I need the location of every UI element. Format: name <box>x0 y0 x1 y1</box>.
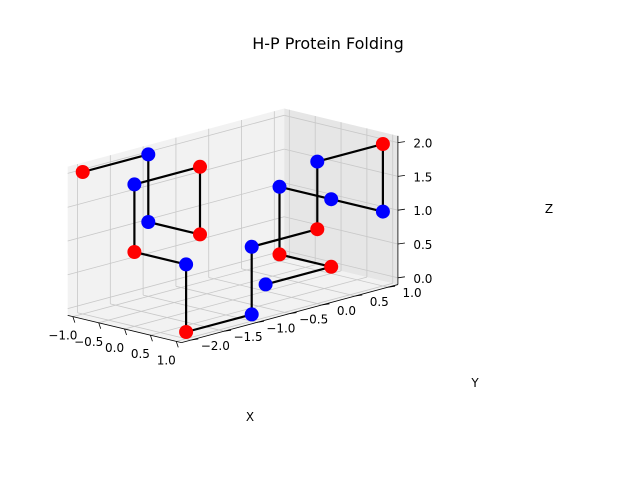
gridline-z-left <box>67 182 285 242</box>
y-axis-line <box>181 284 399 344</box>
z-tick-mark <box>397 242 405 245</box>
residue-h-marker <box>127 245 142 259</box>
z-tick-mark <box>397 276 405 279</box>
z-tick-label: 1.5 <box>413 170 432 184</box>
residue-p-marker <box>141 147 156 162</box>
y-tick-label: −1.5 <box>233 330 262 344</box>
gridline-z-left <box>67 216 285 276</box>
x-axis-label: X <box>246 410 254 424</box>
backbone-bond <box>265 265 332 286</box>
y-tick-mark <box>224 329 232 332</box>
y-tick-label: −1.0 <box>266 321 295 335</box>
residue-h-marker <box>193 159 207 174</box>
y-tick-label: −0.5 <box>299 313 328 327</box>
backbone-bond <box>134 250 187 266</box>
x-tick-mark <box>150 335 153 342</box>
x-tick-mark <box>98 322 102 329</box>
z-tick-label: 1.0 <box>413 204 432 218</box>
z-tick-mark <box>397 175 405 177</box>
residue-p-marker <box>244 307 259 322</box>
gridline-y-floor <box>77 312 192 341</box>
backbone <box>82 142 384 334</box>
y-axis-label: Y <box>470 376 479 390</box>
y-tick-mark <box>289 312 297 314</box>
backbone-bond <box>82 153 149 174</box>
y-tick-mark <box>256 321 264 323</box>
y-tick-label: 1.0 <box>403 286 422 300</box>
z-axis-label: Z <box>545 202 553 216</box>
x-tick-label: −1.0 <box>48 329 77 343</box>
y-tick-label: 0.0 <box>337 304 356 318</box>
gridline-z-left <box>67 114 285 174</box>
gridline-z-left <box>67 250 285 309</box>
backbone-bond <box>279 253 332 268</box>
backbone-bond <box>279 185 332 201</box>
residue-p-marker <box>258 277 273 292</box>
backbone-bond <box>148 220 201 236</box>
gridline-z-back <box>284 148 399 177</box>
residue-p-marker <box>375 204 390 219</box>
residue-h-marker <box>272 247 287 262</box>
gridline-z-back <box>284 216 399 245</box>
gridline-y-floor <box>241 268 356 297</box>
backbone-bond <box>251 228 318 248</box>
x-tick-label: 0.0 <box>105 341 124 355</box>
gridline-y-floor <box>175 285 290 314</box>
y-tick-label: 0.5 <box>370 295 389 309</box>
residue-p-marker <box>141 215 156 229</box>
y-tick-mark <box>388 285 396 288</box>
x-tick-label: 1.0 <box>157 353 176 367</box>
y-tick-mark <box>191 338 199 341</box>
residue-h-marker <box>324 259 339 274</box>
chart-title: H-P Protein Folding <box>252 34 403 53</box>
backbone-bond <box>330 198 384 213</box>
residue-p-marker <box>324 192 339 207</box>
y-tick-label: −2.0 <box>201 339 230 353</box>
residue-h-marker <box>375 137 390 151</box>
residue-h-marker <box>310 222 325 237</box>
z-tick-mark <box>397 208 405 211</box>
backbone-bond <box>185 313 252 334</box>
residue-p-marker <box>179 257 194 272</box>
gridline-z-left <box>67 148 285 208</box>
x-tick-mark <box>72 316 76 323</box>
residue-h-marker <box>75 165 90 179</box>
residue-p-marker <box>127 177 142 192</box>
axis-lines <box>67 135 405 348</box>
backbone-bond <box>317 142 384 163</box>
z-tick-label: 0.0 <box>413 272 432 286</box>
y-tick-mark <box>322 303 330 306</box>
gridline-z-back <box>284 182 399 211</box>
z-tick-label: 0.5 <box>413 238 432 252</box>
x-tick-mark <box>175 341 179 348</box>
x-tick-label: −0.5 <box>74 335 103 349</box>
z-tick-mark <box>397 141 405 143</box>
y-tick-mark <box>355 294 363 297</box>
backbone-bond <box>134 165 201 186</box>
residue-h-marker <box>179 325 194 339</box>
x-tick-mark <box>124 328 127 336</box>
residue-h-marker <box>193 227 207 242</box>
tick-labels: −1.0−0.5 0.0 0.5 1.0−2.0−1.5−1.0−0.50.00.51… <box>48 137 432 368</box>
residue-p-marker <box>310 154 325 169</box>
residue-p-marker <box>272 179 287 194</box>
z-tick-label: 2.0 <box>413 137 432 151</box>
residue-p-marker <box>244 239 259 254</box>
gridline-z-back <box>284 250 399 279</box>
gridline-z-back <box>284 114 399 143</box>
x-tick-label: 0.5 <box>131 347 150 361</box>
residues <box>75 137 390 339</box>
